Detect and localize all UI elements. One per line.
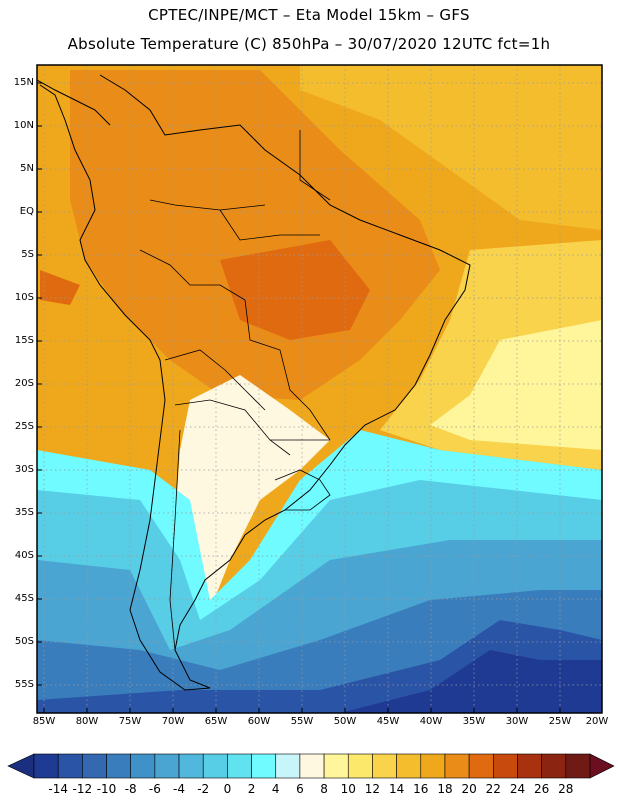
colorbar-swatch [57, 753, 83, 779]
colorbar-tick-label: 6 [296, 782, 304, 796]
colorbar-tick-label: 10 [340, 782, 356, 796]
lat-label-45s: 45S [14, 593, 34, 604]
colorbar-tick-label: 16 [413, 782, 429, 796]
lon-label-40w: 40W [419, 716, 443, 727]
lon-label-80w: 80W [75, 716, 99, 727]
lat-label-5n: 5N [20, 163, 34, 174]
colorbar-tick-label: 20 [461, 782, 477, 796]
colorbar-swatch [154, 753, 180, 779]
field-land-hot [220, 240, 370, 340]
colorbar-swatch [347, 753, 373, 779]
colorbar-swatch [541, 753, 567, 779]
field-cold-6 [340, 650, 602, 713]
colorbar-swatch [299, 753, 325, 779]
colorbar-tick-label: 8 [320, 782, 328, 796]
lat-label-eq: EQ [19, 206, 34, 217]
lat-label-10n: 10N [13, 120, 34, 131]
colorbar-tick-label: 14 [388, 782, 405, 796]
lon-label-65w: 65W [204, 716, 228, 727]
colorbar-tick-label: 22 [485, 782, 501, 796]
colorbar-tick-label: 4 [271, 782, 280, 796]
lon-label-85w: 85W [32, 716, 56, 727]
central-america-coastline [37, 79, 111, 126]
colorbar-tick-label: -6 [148, 782, 161, 796]
colorbar-tick-label: -10 [96, 782, 117, 796]
lon-label-60w: 60W [247, 716, 271, 727]
lat-label-5s: 5S [21, 249, 34, 260]
south-america-coastline [39, 74, 471, 691]
lat-label-15s: 15S [14, 335, 34, 346]
colorbar-swatch [444, 753, 470, 779]
colorbar-swatch [178, 753, 204, 779]
colorbar-low-arrow [7, 753, 35, 779]
axis-ticks [37, 82, 561, 713]
colorbar-tick-label: 0 [223, 782, 232, 796]
colorbar-tick-label: 12 [364, 782, 381, 796]
lon-label-55w: 55W [290, 716, 314, 727]
colorbar-tick-label: 26 [534, 782, 550, 796]
lon-label-45w: 45W [376, 716, 400, 727]
lat-label-25s: 25S [14, 421, 34, 432]
map-title-line1: CPTEC/INPE/MCT – Eta Model 15km – GFS [148, 6, 470, 24]
map-frame [36, 64, 603, 714]
lon-label-20w: 20W [585, 716, 609, 727]
country-borders [139, 130, 331, 651]
colorbar-swatch [493, 753, 518, 779]
lon-label-50w: 50W [333, 716, 357, 727]
lat-label-10s: 10S [14, 292, 34, 303]
colorbar-tick-label: 18 [437, 782, 453, 796]
lon-label-75w: 75W [118, 716, 142, 727]
colorbar-swatch [323, 753, 349, 779]
colorbar-tick-label: -14 [48, 782, 68, 796]
colorbar-swatch [202, 753, 228, 779]
temperature-field [37, 65, 602, 713]
colorbar-swatch [396, 753, 422, 779]
lon-label-30w: 30W [505, 716, 529, 727]
colorbar-swatch [106, 753, 131, 779]
field-pacific-hot [40, 270, 80, 305]
colorbar-swatch [517, 753, 542, 779]
lat-label-20s: 20S [14, 378, 34, 389]
colorbar-swatch [82, 753, 107, 779]
colorbar-swatch [565, 753, 591, 779]
colorbar-swatch [420, 753, 446, 779]
lat-label-40s: 40S [14, 550, 34, 561]
colorbar-tick-label: 2 [247, 782, 256, 796]
colorbar-swatch [33, 753, 59, 779]
colorbar-swatch [372, 753, 397, 779]
colorbar-swatch [227, 753, 252, 779]
field-cool-wedge [175, 375, 330, 610]
colorbar-swatch [468, 753, 494, 779]
field-north-ocean [300, 65, 602, 230]
colorbar [7, 753, 615, 779]
lat-label-15n: 15N [13, 77, 34, 88]
colorbar-tick-label: -12 [72, 782, 93, 796]
field-light-yellow-band [430, 320, 602, 450]
colorbar-tick-label: 28 [558, 782, 574, 796]
lon-label-35w: 35W [462, 716, 486, 727]
colorbar-swatch [130, 753, 156, 779]
colorbar-swatch [251, 753, 277, 779]
lon-label-70w: 70W [161, 716, 185, 727]
lat-label-30s: 30S [14, 464, 34, 475]
map-title-line2: Absolute Temperature (C) 850hPa – 30/07/… [67, 35, 551, 53]
lat-label-50s: 50S [14, 636, 34, 647]
lon-label-25w: 25W [548, 716, 572, 727]
colorbar-swatch [275, 753, 301, 779]
colorbar-tick-label: -2 [197, 782, 210, 796]
lat-label-55s: 55S [14, 679, 34, 690]
colorbar-tick-label: -8 [124, 782, 137, 796]
colorbar-high-arrow [589, 753, 615, 779]
colorbar-tick-label: 24 [509, 782, 526, 796]
colorbar-tick-label: -4 [173, 782, 186, 796]
lat-label-35s: 35S [14, 507, 34, 518]
